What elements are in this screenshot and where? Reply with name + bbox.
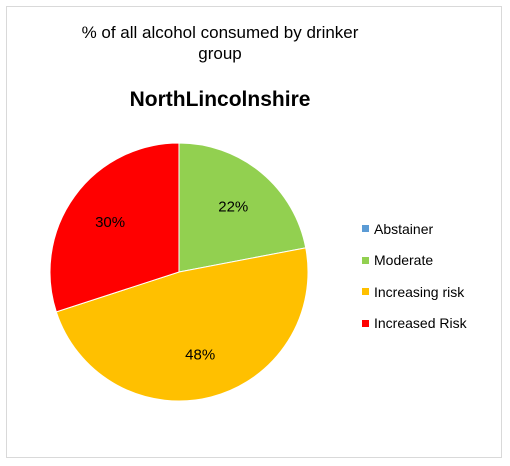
legend-swatch	[362, 319, 369, 327]
legend-item-abstainer: Abstainer	[362, 213, 467, 245]
chart-legend: Abstainer Moderate Increasing risk Increase…	[362, 213, 467, 339]
data-label-moderate: 22%	[218, 198, 248, 215]
legend-swatch	[362, 288, 369, 296]
legend-item-moderate: Moderate	[362, 245, 467, 277]
chart-subtitle: NorthLincolnshire	[129, 88, 311, 111]
legend-item-increased-risk: Increased Risk	[362, 308, 467, 340]
legend-label: Abstainer	[374, 220, 434, 237]
pie-slice-moderate	[178, 142, 307, 273]
data-label-increasing-risk: 48%	[185, 346, 215, 363]
legend-item-increasing-risk: Increasing risk	[362, 276, 467, 308]
chart-title: % of all alcohol consumed by drinker gro…	[81, 23, 359, 63]
legend-label: Moderate	[374, 252, 434, 269]
legend-swatch	[362, 256, 369, 264]
legend-label: Increased Risk	[374, 315, 467, 332]
legend-swatch	[362, 225, 369, 233]
pie-slice-increased-risk	[49, 142, 180, 313]
pie-slice-increasing-risk	[55, 247, 309, 402]
data-label-increased-risk: 30%	[95, 214, 125, 231]
legend-label: Increasing risk	[374, 283, 465, 300]
